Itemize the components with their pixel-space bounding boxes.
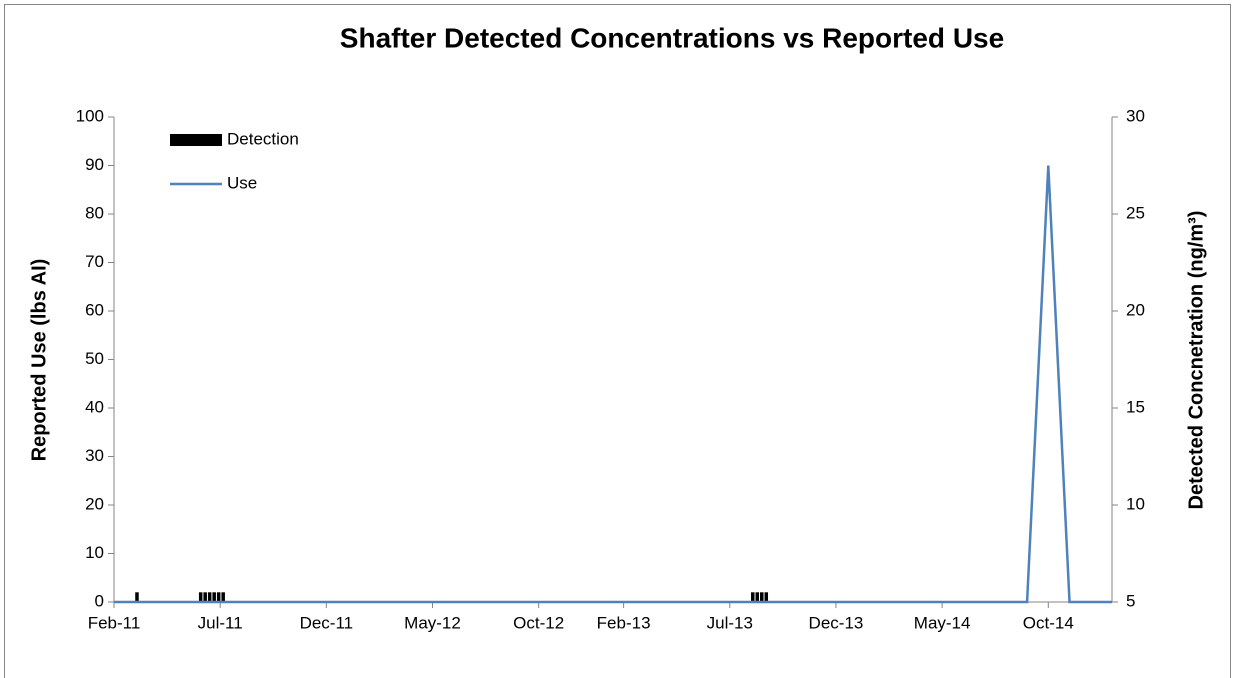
chart-frame (4, 4, 1231, 678)
x-tick-label: Jul-11 (198, 613, 243, 632)
y2-tick-label: 30 (1126, 106, 1145, 125)
x-tick-label: Oct-14 (1023, 613, 1074, 632)
y-tick-label: 50 (85, 349, 104, 368)
x-tick-label: Dec-11 (300, 613, 354, 632)
x-tick-label: Feb-11 (88, 613, 141, 632)
x-tick-label: May-14 (914, 613, 971, 632)
bar (135, 592, 139, 602)
y-axis-label: Reported Use (lbs AI) (28, 259, 50, 462)
y-tick-label: 100 (76, 106, 104, 125)
x-tick-label: Dec-13 (809, 613, 864, 632)
x-tick-label: May-12 (404, 613, 461, 632)
y-tick-label: 70 (85, 252, 104, 271)
legend-label: Use (227, 173, 257, 192)
y-tick-label: 30 (85, 446, 104, 465)
bar (203, 592, 207, 602)
y2-tick-label: 15 (1126, 397, 1145, 416)
legend-label: Detection (227, 129, 299, 148)
bar (216, 592, 221, 602)
y2-tick-label: 20 (1126, 300, 1145, 319)
y2-axis-label: Detected Concnetration (ng/m³) (1185, 211, 1207, 510)
bar (212, 592, 216, 602)
bar (764, 592, 769, 602)
y2-tick-label: 25 (1126, 203, 1145, 222)
bar (760, 592, 764, 602)
y-tick-label: 40 (85, 397, 104, 416)
bar (207, 592, 212, 602)
y-tick-label: 90 (85, 155, 104, 174)
y-tick-label: 10 (85, 543, 104, 562)
y-tick-label: 20 (85, 494, 104, 513)
bar (198, 592, 203, 602)
bar (221, 592, 225, 602)
x-tick-label: Feb-13 (597, 613, 651, 632)
y2-tick-label: 10 (1126, 494, 1145, 513)
x-tick-label: Jul-13 (707, 613, 753, 632)
y2-tick-label: 5 (1126, 591, 1135, 610)
bar (751, 592, 755, 602)
y-tick-label: 0 (95, 591, 104, 610)
bar (755, 592, 760, 602)
legend-swatch (170, 134, 222, 146)
y-tick-label: 60 (85, 300, 104, 319)
line (114, 165, 1112, 604)
chart-title: Shafter Detected Concentrations vs Repor… (340, 22, 1004, 53)
y-tick-label: 80 (85, 203, 104, 222)
x-tick-label: Oct-12 (513, 613, 564, 632)
